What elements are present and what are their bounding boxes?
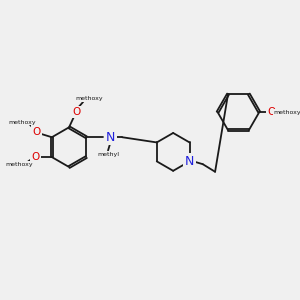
Text: O: O bbox=[267, 107, 276, 117]
Text: O: O bbox=[73, 107, 81, 117]
Text: methoxy: methoxy bbox=[9, 120, 36, 124]
Text: O: O bbox=[33, 127, 41, 136]
Text: methoxy: methoxy bbox=[274, 110, 300, 115]
Text: methoxy: methoxy bbox=[75, 96, 103, 101]
Text: N: N bbox=[106, 131, 116, 144]
Text: N: N bbox=[185, 155, 194, 168]
Text: methyl: methyl bbox=[97, 152, 119, 157]
Text: methoxy: methoxy bbox=[5, 162, 33, 167]
Text: O: O bbox=[32, 152, 40, 162]
